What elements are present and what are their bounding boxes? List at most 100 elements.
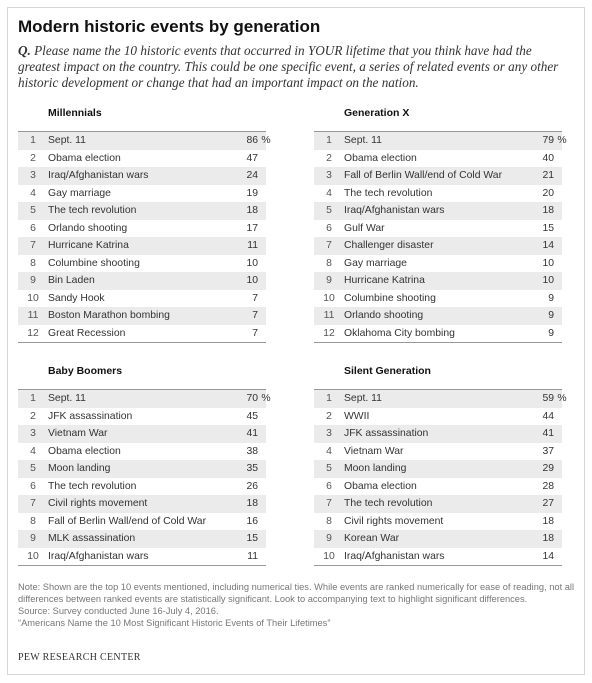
rank-number: 6 — [326, 480, 332, 492]
percent-value: 45 — [246, 410, 258, 422]
event-name: Boston Marathon bombing — [48, 310, 170, 321]
percent-value: 7 — [252, 310, 258, 321]
rank-number: 7 — [326, 498, 332, 509]
rank-number: 4 — [326, 445, 332, 457]
event-name: Moon landing — [344, 463, 407, 474]
event-name: Obama election — [344, 480, 417, 492]
table-row: 3 Vietnam War 41 — [18, 425, 266, 443]
notes-block: Note: Shown are the top 10 events mentio… — [18, 581, 578, 629]
table-row: 12 Great Recession 7 — [18, 325, 266, 343]
event-name: The tech revolution — [48, 205, 137, 216]
table-row: 8 Fall of Berlin Wall/end of Cold War 16 — [18, 513, 266, 531]
table-row: 9 Korean War 18 — [314, 530, 562, 548]
percent-value: 70 — [246, 393, 258, 404]
event-name: Obama election — [48, 152, 121, 164]
header-rule — [314, 131, 562, 132]
percent-value: 17 — [246, 222, 258, 234]
note-text: Note: Shown are the top 10 events mentio… — [18, 582, 575, 604]
percent-value: 15 — [542, 222, 554, 234]
rank-number: 10 — [323, 550, 335, 562]
table-row: 10 Iraq/Afghanistan wars 14 — [314, 548, 562, 566]
event-name: Sept. 11 — [48, 393, 86, 404]
rank-number: 2 — [326, 152, 332, 164]
percent-value: 28 — [542, 480, 554, 492]
percent-sign: % — [557, 135, 567, 146]
event-name: Orlando shooting — [344, 310, 424, 321]
percent-value: 11 — [247, 550, 258, 562]
rank-number: 5 — [30, 205, 36, 216]
table-row: 6 Orlando shooting 17 — [18, 220, 266, 238]
rank-number: 9 — [326, 275, 332, 286]
event-name: Moon landing — [48, 463, 111, 474]
rank-number: 3 — [30, 170, 36, 181]
percent-value: 15 — [246, 533, 258, 544]
rank-number: 1 — [30, 393, 36, 404]
event-name: Challenger disaster — [344, 240, 434, 251]
event-name: Civil rights movement — [48, 498, 148, 509]
event-name: Iraq/Afghanistan wars — [344, 550, 445, 562]
percent-sign: % — [557, 393, 567, 404]
table-row: 3 Fall of Berlin Wall/end of Cold War 21 — [314, 167, 562, 185]
event-name: Iraq/Afghanistan wars — [344, 205, 445, 216]
percent-value: 35 — [246, 463, 258, 474]
percent-value: 29 — [542, 463, 554, 474]
percent-value: 41 — [246, 428, 258, 439]
rank-number: 1 — [326, 393, 332, 404]
panel-title: Generation X — [344, 107, 410, 119]
percent-value: 20 — [542, 187, 554, 199]
header-rule — [18, 131, 266, 132]
table-row: 6 Obama election 28 — [314, 478, 562, 496]
event-name: Bin Laden — [48, 275, 95, 286]
percent-value: 18 — [542, 515, 554, 527]
header-rule — [314, 389, 562, 390]
rank-number: 11 — [27, 310, 39, 321]
rank-number: 10 — [27, 292, 39, 304]
rank-number: 1 — [326, 135, 332, 146]
table-row: 2 Obama election 40 — [314, 150, 562, 168]
event-name: Oklahoma City bombing — [344, 327, 455, 339]
event-name: JFK assassination — [344, 428, 429, 439]
percent-value: 18 — [246, 498, 258, 509]
event-name: Hurricane Katrina — [344, 275, 425, 286]
table-row: 1 Sept. 11 86% — [18, 132, 271, 150]
rank-number: 3 — [30, 428, 36, 439]
percent-value: 7 — [252, 327, 258, 339]
rank-number: 5 — [30, 463, 36, 474]
event-name: Obama election — [48, 445, 121, 457]
rank-number: 2 — [30, 410, 36, 422]
percent-sign: % — [261, 393, 271, 404]
table-row: 2 JFK assassination 45 — [18, 408, 266, 426]
question-prefix: Q. — [18, 43, 31, 58]
percent-value: 10 — [246, 257, 258, 269]
event-name: Gay marriage — [48, 187, 111, 199]
percent-value: 86 — [246, 135, 258, 146]
rank-number: 10 — [27, 550, 39, 562]
panel-baby-boomers: Baby Boomers 1 Sept. 11 70% 2 JFK assassinat… — [18, 364, 271, 566]
rank-number: 8 — [326, 515, 332, 527]
percent-value: 10 — [542, 257, 554, 269]
event-name: Korean War — [344, 533, 400, 544]
table-row: 8 Civil rights movement 18 — [314, 513, 562, 531]
rank-number: 7 — [30, 498, 36, 509]
percent-value: 14 — [542, 550, 554, 562]
report-title: “Americans Name the 10 Most Significant … — [18, 618, 331, 628]
rank-number: 4 — [326, 187, 332, 199]
event-name: Columbine shooting — [48, 257, 140, 269]
rank-number: 3 — [326, 170, 332, 181]
percent-value: 19 — [246, 187, 258, 199]
percent-value: 9 — [548, 310, 554, 321]
event-name: Great Recession — [48, 327, 126, 339]
rank-number: 1 — [30, 135, 36, 146]
rank-number: 9 — [30, 275, 36, 286]
rank-number: 12 — [323, 327, 335, 339]
footer-rule — [314, 565, 562, 566]
table-row: 4 Vietnam War 37 — [314, 443, 562, 461]
table-row: 8 Columbine shooting 10 — [18, 255, 266, 273]
rank-number: 5 — [326, 463, 332, 474]
rank-number: 8 — [30, 257, 36, 269]
table-row: 10 Iraq/Afghanistan wars 11 — [18, 548, 266, 566]
table-row: 5 Moon landing 35 — [18, 460, 266, 478]
event-name: Obama election — [344, 152, 417, 164]
table-row: 1 Sept. 11 79% — [314, 132, 567, 150]
table-row: 7 The tech revolution 27 — [314, 495, 562, 513]
